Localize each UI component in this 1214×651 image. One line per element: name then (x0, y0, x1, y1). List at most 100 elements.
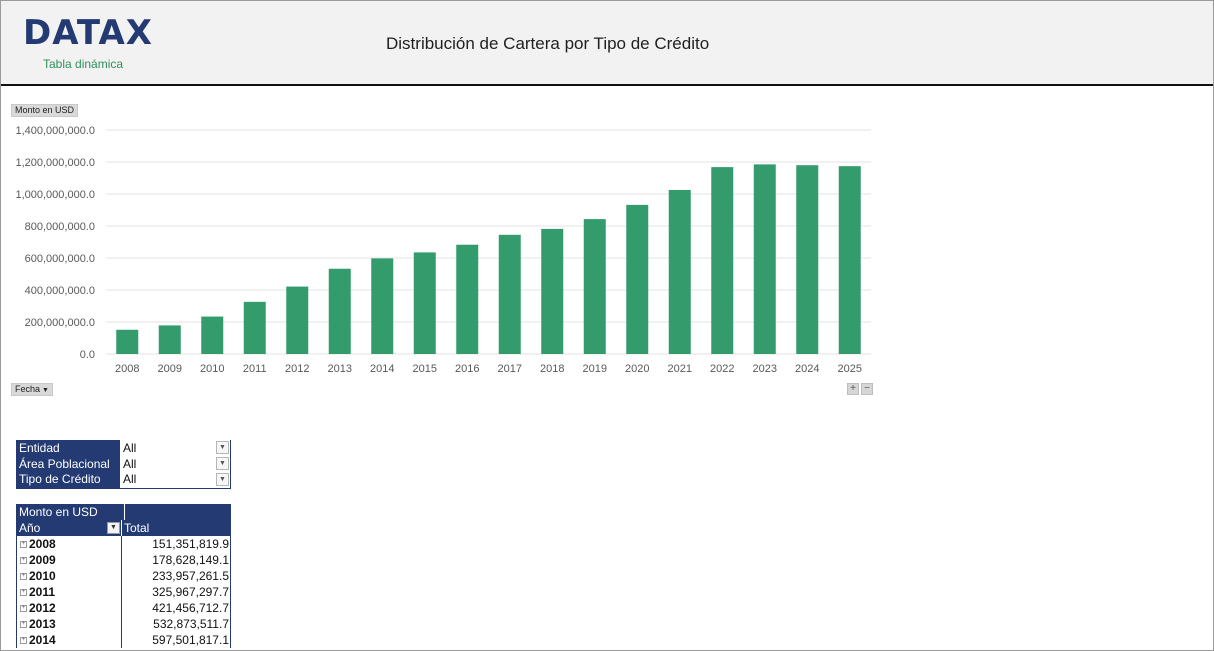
x-tick-label: 2017 (498, 363, 522, 375)
bar[interactable] (243, 301, 266, 354)
table-row: +2012 421,456,712.7 (16, 600, 231, 616)
row-total: 532,873,511.7 (153, 617, 229, 631)
bar[interactable] (201, 316, 224, 354)
x-tick-label: 2019 (583, 363, 607, 375)
expand-icon[interactable]: + (20, 556, 27, 564)
x-tick-label: 2018 (540, 363, 564, 375)
value-field-label: Monto en USD (15, 105, 75, 115)
table-row: +2013 532,873,511.7 (16, 616, 231, 632)
pivot-chart: 0.0 200,000,000.0 400,000,000.0 600,000,000… (15, 125, 871, 375)
pivot-header: Monto en USD Año ▼ Total (16, 504, 231, 536)
x-tick-label: 2012 (285, 363, 309, 375)
y-tick-label: 0.0 (80, 349, 95, 361)
x-tick-label: 2015 (413, 363, 437, 375)
row-year: 2014 (29, 633, 56, 647)
y-tick-label: 800,000,000.0 (25, 221, 95, 233)
bar[interactable] (328, 268, 351, 354)
filter-dropdown[interactable]: All ▼ (120, 456, 231, 472)
bar[interactable] (796, 165, 819, 354)
table-row: +2009 178,628,149.1 (16, 552, 231, 568)
bar[interactable] (498, 234, 521, 354)
filter-dropdown-icon[interactable]: ▼ (107, 522, 120, 534)
y-tick-label: 200,000,000.0 (25, 317, 95, 329)
bar[interactable] (583, 219, 606, 354)
filter-value: All (123, 472, 137, 487)
row-year: 2012 (29, 601, 56, 615)
bar[interactable] (158, 325, 181, 354)
axis-field-label: Fecha (15, 384, 41, 394)
row-total: 178,628,149.1 (152, 553, 229, 567)
bar[interactable] (371, 258, 394, 354)
table-row: +2008 151,351,819.9 (16, 536, 231, 552)
filter-value: All (123, 456, 137, 471)
filter-row-tipo: Tipo de Crédito All ▼ (16, 472, 231, 489)
row-year: 2013 (29, 617, 56, 631)
row-year: 2009 (29, 553, 56, 567)
page-header: DATAX Tabla dinámica Distribución de Car… (1, 1, 1213, 86)
row-total: 233,957,261.5 (152, 569, 229, 583)
x-tick-label: 2013 (328, 363, 352, 375)
bar[interactable] (456, 244, 479, 354)
filter-label: Entidad (16, 440, 120, 456)
bar[interactable] (541, 228, 564, 354)
table-row: +2014 597,501,817.1 (16, 632, 231, 648)
table-row: +2011 325,967,297.7 (16, 584, 231, 600)
bar[interactable] (413, 252, 436, 354)
logo-subtitle: Tabla dinámica (43, 57, 124, 71)
row-total: 151,351,819.9 (152, 537, 229, 551)
bar[interactable] (753, 164, 776, 354)
filter-dropdown[interactable]: All ▼ (120, 440, 231, 456)
x-tick-label: 2021 (668, 363, 692, 375)
collapse-field-button[interactable]: − (861, 383, 873, 395)
dropdown-arrow-icon[interactable]: ▼ (216, 473, 229, 486)
row-year: 2011 (29, 585, 56, 599)
row-total: 325,967,297.7 (152, 585, 229, 599)
bar[interactable] (838, 166, 861, 354)
expand-icon[interactable]: + (20, 604, 27, 612)
expand-field-button[interactable]: + (847, 383, 859, 395)
total-header: Total (121, 520, 231, 536)
y-tick-label: 600,000,000.0 (25, 253, 95, 265)
x-tick-label: 2011 (243, 363, 267, 375)
page-title: Distribución de Cartera por Tipo de Créd… (386, 34, 710, 53)
filter-value: All (123, 440, 137, 455)
bar[interactable] (286, 286, 309, 354)
dropdown-arrow-icon[interactable]: ▼ (216, 441, 229, 454)
table-row: +2010 233,957,261.5 (16, 568, 231, 584)
expand-icon[interactable]: + (20, 620, 27, 628)
x-tick-label: 2022 (710, 363, 734, 375)
pivot-table: Monto en USD Año ▼ Total +2008 151,351,8… (16, 504, 231, 648)
bar[interactable] (626, 204, 649, 354)
filter-dropdown[interactable]: All ▼ (120, 472, 231, 489)
filter-label: Área Poblacional (16, 456, 120, 472)
bar[interactable] (711, 167, 734, 354)
expand-icon[interactable]: + (20, 588, 27, 596)
expand-icon[interactable]: + (20, 636, 27, 644)
expand-icon[interactable]: + (20, 572, 27, 580)
axis-field-button[interactable]: Fecha ▼ (11, 383, 53, 396)
x-tick-label: 2010 (200, 363, 224, 375)
datax-logo: DATAX (23, 13, 153, 53)
row-year: 2008 (29, 537, 56, 551)
y-tick-label: 1,400,000,000.0 (15, 125, 95, 137)
value-field-button[interactable]: Monto en USD (11, 104, 79, 117)
row-header: Año (19, 521, 41, 535)
filter-row-entidad: Entidad All ▼ (16, 440, 231, 456)
dropdown-arrow-icon[interactable]: ▼ (216, 457, 229, 470)
bar[interactable] (116, 329, 139, 354)
value-header: Monto en USD (19, 505, 98, 519)
x-tick-label: 2025 (838, 363, 862, 375)
x-tick-label: 2024 (795, 363, 819, 375)
x-tick-label: 2008 (115, 363, 139, 375)
row-total: 421,456,712.7 (152, 601, 229, 615)
x-tick-label: 2009 (158, 363, 182, 375)
y-tick-label: 1,200,000,000.0 (15, 157, 95, 169)
y-tick-label: 400,000,000.0 (25, 285, 95, 297)
report-filters: Entidad All ▼ Área Poblacional All ▼ Tipo … (16, 440, 231, 489)
x-tick-label: 2016 (455, 363, 479, 375)
filter-label: Tipo de Crédito (16, 472, 120, 489)
x-tick-label: 2014 (370, 363, 394, 375)
filter-row-area: Área Poblacional All ▼ (16, 456, 231, 472)
expand-icon[interactable]: + (20, 540, 27, 548)
bar[interactable] (668, 190, 691, 354)
